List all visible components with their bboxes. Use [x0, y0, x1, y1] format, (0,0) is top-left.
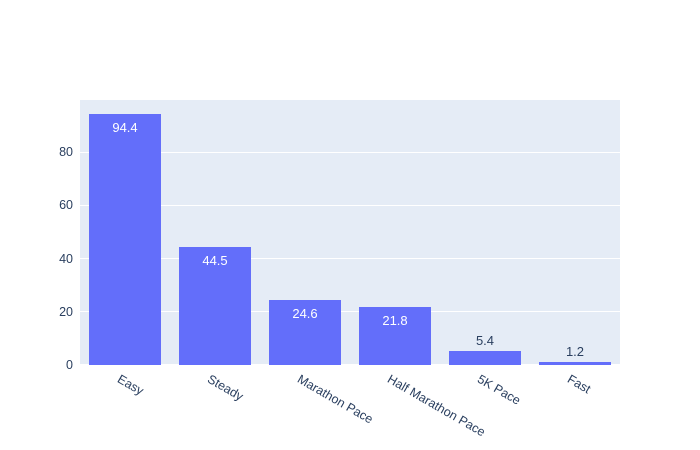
x-axis-tick-label: Half Marathon Pace [385, 372, 488, 440]
bar-value-label: 5.4 [475, 332, 495, 348]
x-axis-tick-label: 5K Pace [475, 372, 523, 408]
plot-area[interactable] [80, 100, 620, 365]
bar[interactable] [359, 306, 431, 365]
y-axis-tick-label: 40 [59, 251, 73, 266]
zero-line [80, 364, 620, 365]
y-axis-tick-label: 80 [59, 145, 73, 160]
x-axis-tick-label: Marathon Pace [295, 372, 376, 427]
bar-value-label: 24.6 [292, 305, 318, 321]
gridline [80, 258, 620, 260]
bar-value-label: 44.5 [202, 252, 228, 268]
bar[interactable] [89, 113, 161, 365]
y-axis-tick-label: 20 [59, 304, 73, 319]
bar-value-label: 1.2 [565, 343, 585, 359]
x-axis-tick-label: Easy [115, 372, 147, 399]
gridline [80, 151, 620, 153]
gridline [80, 311, 620, 313]
x-axis-tick-label: Steady [205, 372, 246, 404]
bar[interactable] [449, 350, 521, 365]
bar[interactable] [539, 361, 611, 365]
y-axis-tick-label: 60 [59, 198, 73, 213]
bar-value-label: 94.4 [112, 119, 138, 135]
bar[interactable] [269, 299, 341, 365]
y-axis-tick-label: 0 [66, 358, 73, 372]
bar-value-label: 21.8 [382, 312, 408, 328]
x-axis-tick-label: Fast [565, 372, 594, 397]
gridline [80, 204, 620, 206]
bar[interactable] [179, 246, 251, 365]
